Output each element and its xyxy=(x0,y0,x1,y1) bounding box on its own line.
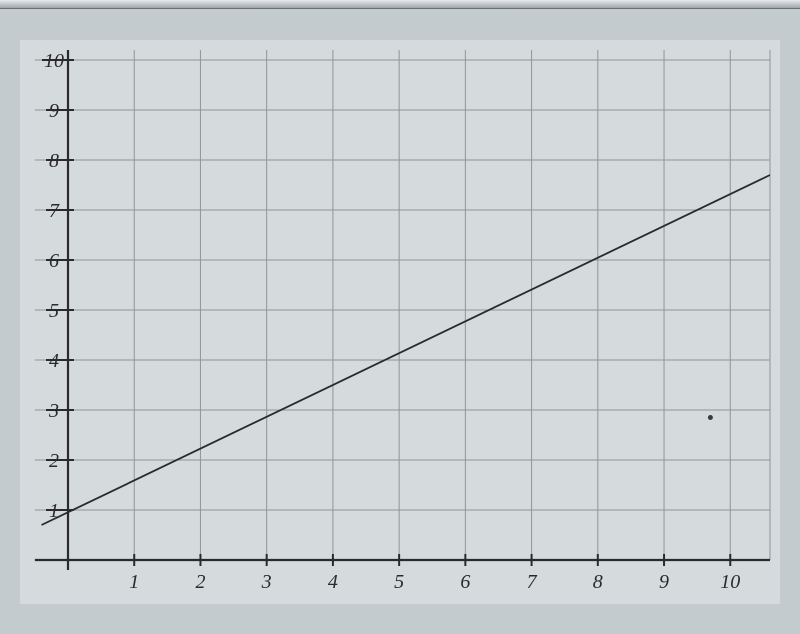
stray-dot xyxy=(708,415,713,420)
x-tick-label: 3 xyxy=(261,571,272,593)
x-tick-label: 4 xyxy=(328,571,338,593)
x-tick-label: 7 xyxy=(527,571,538,593)
x-tick-label: 1 xyxy=(129,571,139,593)
x-tick-label: 5 xyxy=(394,571,404,593)
chart-container: 1234567891012345678910 xyxy=(20,40,780,604)
x-tick-label: 10 xyxy=(720,571,740,593)
x-tick-label: 6 xyxy=(460,571,470,593)
line-chart: 1234567891012345678910 xyxy=(20,40,780,604)
x-tick-label: 2 xyxy=(195,571,205,593)
x-tick-label: 8 xyxy=(593,571,603,593)
app-frame: 1234567891012345678910 xyxy=(0,0,800,634)
x-tick-label: 9 xyxy=(659,571,669,593)
window-top-bar xyxy=(0,0,800,9)
